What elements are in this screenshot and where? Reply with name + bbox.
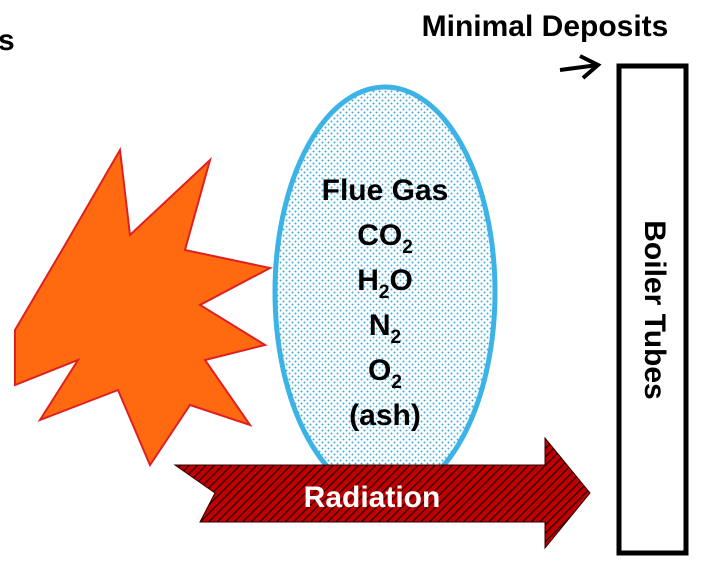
species: N2	[369, 309, 401, 348]
species-sub: 2	[379, 282, 390, 303]
deposit-label: Minimal Deposits	[422, 10, 669, 43]
heading-fragment: s	[0, 24, 15, 57]
boiler-tube	[616, 63, 689, 556]
species-rest: O	[389, 264, 412, 297]
species-base: CO	[357, 219, 402, 252]
species-sub: 2	[391, 372, 402, 393]
species-base: N	[369, 309, 391, 342]
species-sub: 2	[391, 327, 402, 348]
species: O2	[368, 354, 402, 393]
species-base: H	[357, 264, 379, 297]
tubes-label: Boiler Tubes	[638, 220, 671, 399]
flue-gas-title: Flue Gas	[322, 174, 449, 207]
ash-label: (ash)	[349, 399, 421, 432]
species: H2O	[357, 264, 413, 303]
species: CO2	[357, 219, 413, 258]
radiation-label: Radiation	[304, 481, 441, 514]
flame	[14, 146, 273, 468]
deposit-arrow	[559, 54, 602, 80]
radiation-arrow	[173, 436, 591, 550]
species-base: O	[368, 354, 391, 387]
species-sub: 2	[402, 237, 413, 258]
